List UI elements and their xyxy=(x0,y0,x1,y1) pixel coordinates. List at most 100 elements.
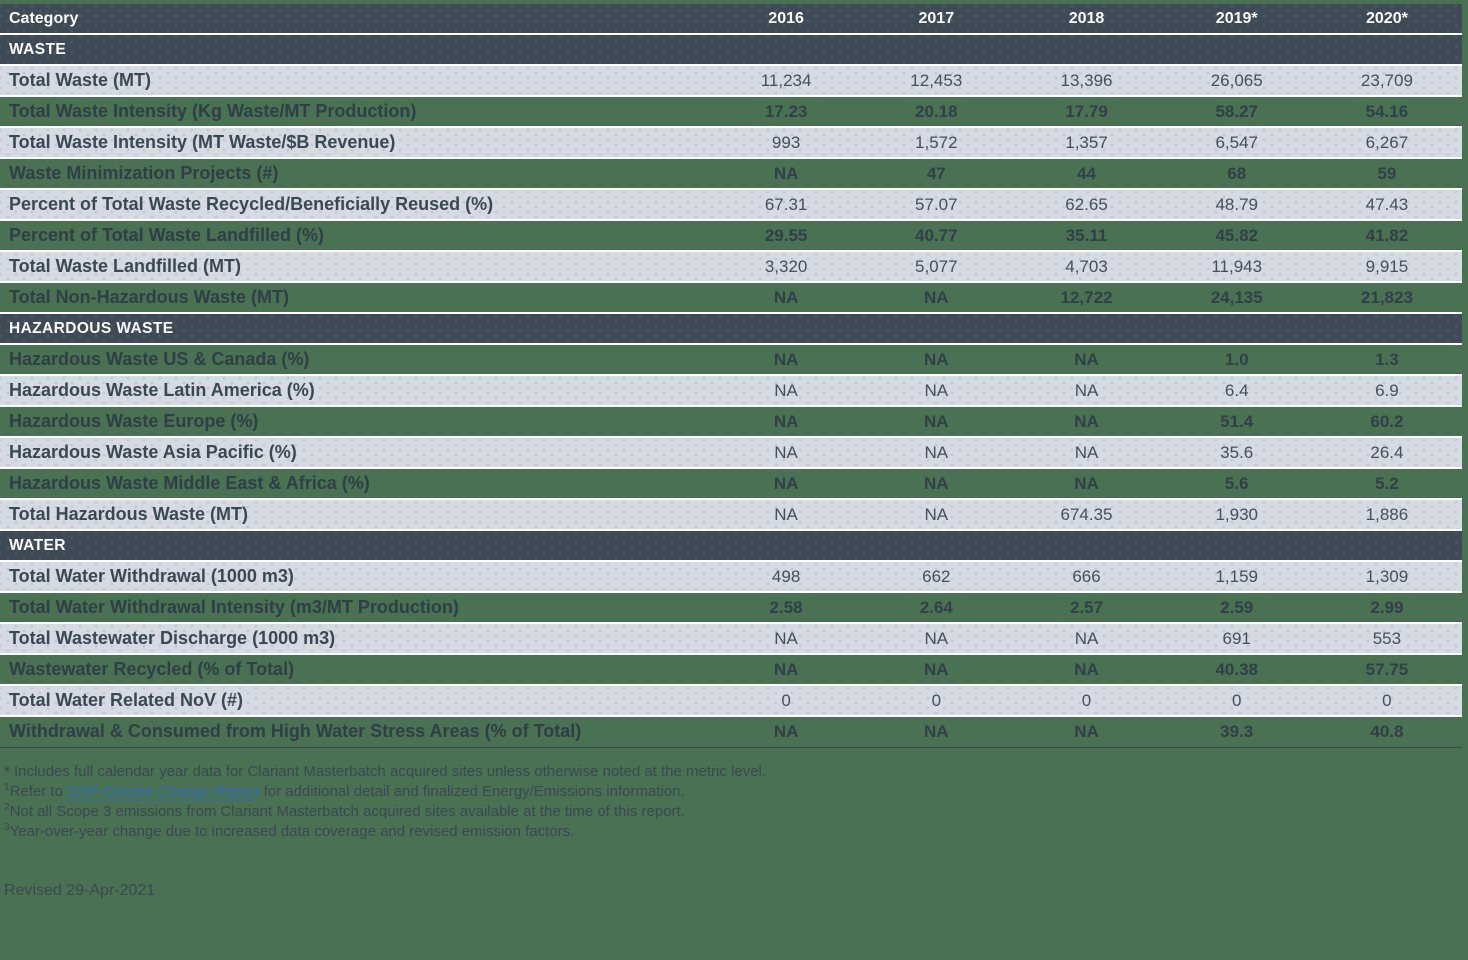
metric-label: Percent of Total Waste Landfilled (%) xyxy=(9,225,325,245)
metric-value: 1.0 xyxy=(1224,350,1249,369)
metric-value: 17.23 xyxy=(764,102,808,121)
table-row: Total Waste Intensity (MT Waste/$B Reven… xyxy=(0,128,1462,159)
metric-value: 40.77 xyxy=(915,226,958,245)
metric-value: NA xyxy=(924,722,949,741)
metric-value: NA xyxy=(924,660,949,679)
table-row: Total Hazardous Waste (MT) NA NA 674.35 1,93… xyxy=(0,500,1462,531)
metric-label: Total Water Withdrawal (1000 m3) xyxy=(9,566,294,586)
metric-label: Total Waste Intensity (MT Waste/$B Reven… xyxy=(9,132,396,152)
metric-value: 58.27 xyxy=(1215,102,1258,121)
metric-value: 11,234 xyxy=(760,71,812,90)
metric-value: 40.8 xyxy=(1370,722,1404,741)
metric-value: NA xyxy=(773,474,799,493)
section-spacer xyxy=(1312,531,1462,560)
metric-value: 2.58 xyxy=(769,598,803,617)
table-row: Total Water Withdrawal Intensity (m3/MT … xyxy=(0,593,1462,624)
metric-label: Total Water Related NoV (#) xyxy=(9,690,244,710)
metric-value: NA xyxy=(774,443,798,462)
metric-value: 6.9 xyxy=(1375,381,1399,400)
metric-value: 674.35 xyxy=(1060,505,1113,524)
footnote-2: 2Not all Scope 3 emissions from Clariant… xyxy=(4,802,1468,822)
table-row: Total Water Related NoV (#) 0 0 0 0 0 xyxy=(0,686,1462,717)
metric-value: 5,077 xyxy=(915,257,958,276)
metric-value: 9,915 xyxy=(1365,257,1409,276)
metric-value: NA xyxy=(1074,660,1099,679)
metrics-table: Category 2016 2017 2018 2019* 2020* WASTE Total… xyxy=(0,4,1462,748)
table-row: Hazardous Waste Europe (%) NA NA NA 51.4 60.2 xyxy=(0,407,1462,438)
table-row: Total Waste Intensity (Kg Waste/MT Produ… xyxy=(0,97,1462,128)
metric-value: 1.3 xyxy=(1375,350,1399,369)
metric-value: 1,572 xyxy=(915,133,958,152)
metric-label: Percent of Total Waste Recycled/Benefici… xyxy=(9,194,494,214)
section-spacer xyxy=(1312,314,1462,343)
metric-value: NA xyxy=(924,629,949,648)
table-row: Hazardous Waste Middle East & Africa (%)… xyxy=(0,469,1462,500)
table-row: Waste Minimization Projects (#) NA 47 44 68 5… xyxy=(0,159,1462,190)
metric-value: NA xyxy=(924,505,949,524)
section-spacer xyxy=(1312,35,1462,64)
metric-value: 26.4 xyxy=(1370,443,1404,462)
metric-value: NA xyxy=(773,722,799,741)
metric-value: NA xyxy=(1074,474,1099,493)
metric-value: 662 xyxy=(922,567,951,586)
metric-value: 0 xyxy=(1382,691,1392,710)
metric-value: NA xyxy=(773,660,799,679)
metric-label: Total Non-Hazardous Waste (MT) xyxy=(9,287,289,307)
metric-value: NA xyxy=(773,350,799,369)
metric-value: 45.82 xyxy=(1215,226,1258,245)
metric-value: 6,547 xyxy=(1215,133,1258,152)
metric-value: 47 xyxy=(926,164,946,183)
metric-value: 12,453 xyxy=(910,71,963,90)
metric-value: 5.2 xyxy=(1375,474,1399,493)
section-spacer xyxy=(1162,35,1312,64)
metric-value: 39.3 xyxy=(1220,722,1254,741)
metric-value: 3,320 xyxy=(764,257,808,276)
metric-label: Hazardous Waste Latin America (%) xyxy=(9,380,315,400)
metric-value: 57.07 xyxy=(915,195,958,214)
metric-value: 41.82 xyxy=(1365,226,1409,245)
metric-value: 68 xyxy=(1227,164,1247,183)
metric-value: 2.57 xyxy=(1069,598,1104,617)
section-spacer xyxy=(1162,531,1312,560)
metric-value: 1,930 xyxy=(1215,505,1258,524)
column-header-year: 2018 xyxy=(1068,10,1105,27)
table-row: Hazardous Waste US & Canada (%) NA NA NA 1.0… xyxy=(0,345,1462,376)
metric-value: NA xyxy=(924,381,949,400)
section-spacer xyxy=(711,314,861,343)
metric-value: NA xyxy=(924,412,949,431)
metric-value: NA xyxy=(774,629,798,648)
section-title: WASTE xyxy=(9,41,67,58)
footnote-asterisk: * Includes full calendar year data for C… xyxy=(4,762,1468,782)
table-row: Withdrawal & Consumed from High Water St… xyxy=(0,717,1462,748)
cdp-climate-change-report-link[interactable]: CDP Climate Change Report xyxy=(67,783,260,800)
footnote-1-prefix: Refer to xyxy=(9,783,63,800)
column-header-category: Category xyxy=(9,10,79,27)
metric-value: 67.31 xyxy=(764,195,808,214)
metric-value: 1,309 xyxy=(1365,567,1409,586)
metric-value: NA xyxy=(924,350,949,369)
metric-value: 24,135 xyxy=(1210,288,1263,307)
table-header-row: Category 2016 2017 2018 2019* 2020* xyxy=(0,4,1462,35)
metric-value: 1,159 xyxy=(1215,567,1258,586)
table-row: Total Water Withdrawal (1000 m3) 498 662 66… xyxy=(0,562,1462,593)
column-header-year: 2016 xyxy=(768,10,804,27)
section-spacer xyxy=(1011,35,1161,64)
metric-value: 23,709 xyxy=(1360,71,1413,90)
footnote-3-text: Year-over-year change due to increased d… xyxy=(9,823,575,840)
metric-value: NA xyxy=(1074,722,1099,741)
metric-value: NA xyxy=(1074,350,1099,369)
metric-value: 0 xyxy=(1231,691,1242,710)
section-header-row: WATER xyxy=(0,531,1462,562)
footnote-asterisk-text: * Includes full calendar year data for C… xyxy=(4,763,767,780)
metric-value: 35.11 xyxy=(1065,226,1108,245)
metric-value: 62.65 xyxy=(1065,195,1108,214)
metric-value: NA xyxy=(1074,443,1099,462)
table-row: Percent of Total Waste Recycled/Benefici… xyxy=(0,190,1462,221)
metric-label: Total Hazardous Waste (MT) xyxy=(9,504,249,524)
metric-value: 6.4 xyxy=(1224,381,1249,400)
section-header-row: WASTE xyxy=(0,35,1462,66)
section-spacer xyxy=(1011,314,1161,343)
metric-value: 1,357 xyxy=(1065,133,1108,152)
metric-value: 4,703 xyxy=(1065,257,1108,276)
table-row: Total Waste (MT) 11,234 12,453 13,396 26,065… xyxy=(0,66,1462,97)
